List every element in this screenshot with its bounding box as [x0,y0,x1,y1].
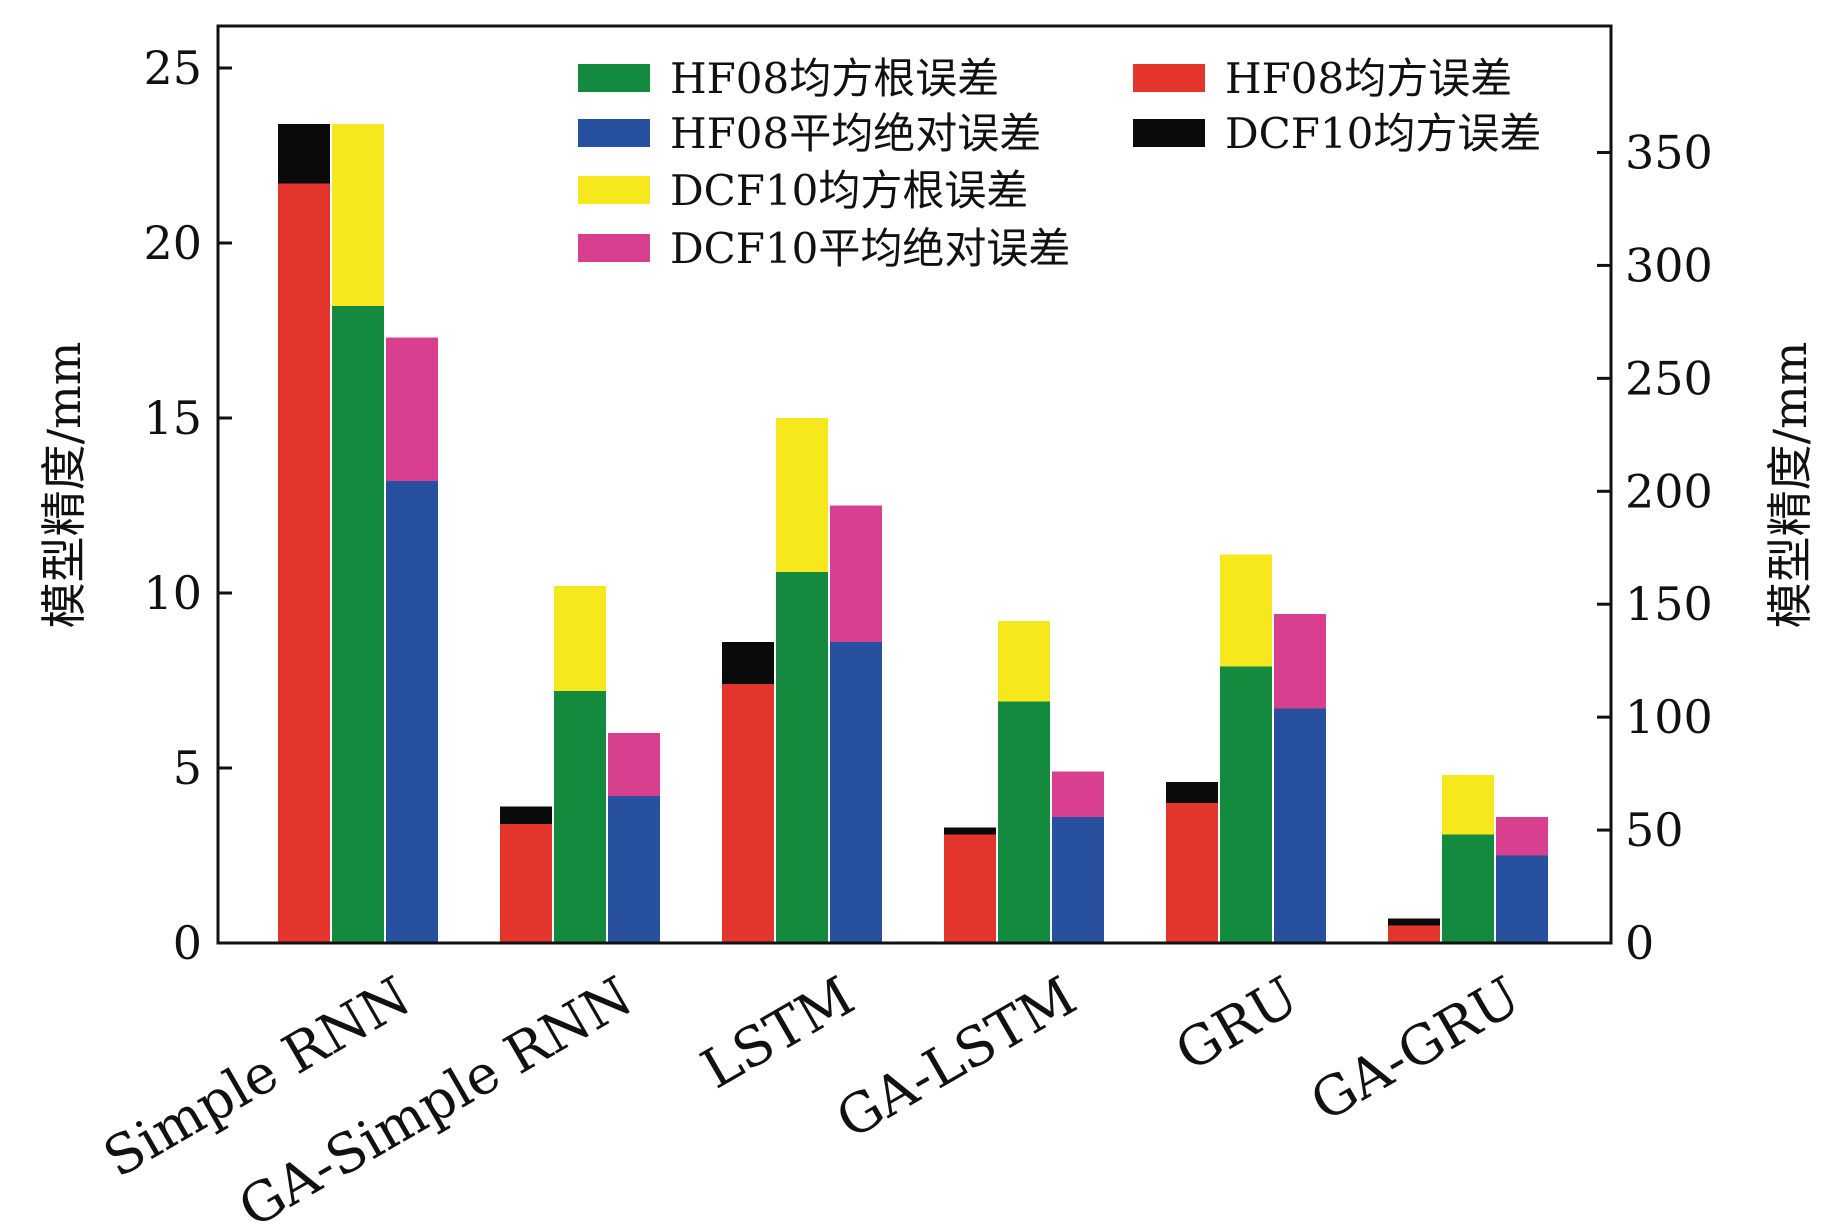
legend-label-5: DCF10平均绝对误差 [670,224,1070,273]
bar-mae-hf08-2 [830,642,882,943]
left-tick-label-3: 15 [143,391,202,445]
bar-rmse-hf08-3 [998,701,1050,943]
bar-mse-dcf10-1 [500,806,552,824]
bar-rmse-hf08-1 [554,691,606,943]
bar-rmse-hf08-4 [1220,666,1272,943]
bar-rmse-dcf10-3 [998,621,1050,702]
right-tick-label-5: 250 [1625,351,1713,405]
legend-swatch-3 [1133,119,1205,147]
bar-mae-hf08-4 [1274,708,1326,943]
right-axis-title: 模型精度/mm [1763,342,1817,629]
bar-mae-hf08-3 [1052,817,1104,943]
legend-swatch-1 [1133,64,1205,92]
left-axis-title: 模型精度/mm [37,342,91,629]
right-tick-label-2: 100 [1625,690,1713,744]
legend-swatch-2 [578,119,650,147]
bar-rmse-dcf10-5 [1442,775,1494,835]
bar-mae-dcf10-1 [608,733,660,796]
bar-mae-dcf10-0 [386,337,438,481]
bar-mse-dcf10-5 [1388,918,1440,926]
bar-mae-hf08-5 [1496,855,1548,943]
plot-frame [216,24,1613,945]
bar-mae-dcf10-4 [1274,614,1326,709]
bar-mae-dcf10-3 [1052,771,1104,817]
right-y-axis: 0 50 100 150 200 250 300 350 [1597,125,1713,970]
legend-swatch-4 [578,176,650,204]
legend-swatch-0 [578,64,650,92]
bar-rmse-dcf10-0 [332,124,384,306]
bar-mse-dcf10-3 [944,827,996,835]
bar-rmse-dcf10-1 [554,586,606,691]
bar-mse-hf08-4 [1166,803,1218,943]
bar-mse-hf08-3 [944,834,996,943]
right-tick-label-6: 300 [1625,238,1713,292]
legend-label-3: DCF10均方误差 [1225,109,1541,158]
legend-label-4: DCF10均方根误差 [670,166,1028,215]
left-y-axis: 0 5 10 15 20 25 [143,41,232,970]
bar-rmse-hf08-5 [1442,834,1494,943]
left-tick-label-1: 5 [173,741,202,795]
legend: HF08均方根误差 HF08均方误差 HF08平均绝对误差 DCF10均方误差 DCF1… [578,54,1541,273]
left-tick-label-2: 10 [143,566,202,620]
bar-mae-hf08-1 [608,796,660,943]
bar-rmse-dcf10-2 [776,418,828,572]
left-tick-label-0: 0 [173,916,202,970]
legend-label-0: HF08均方根误差 [670,54,999,103]
right-tick-label-7: 350 [1625,125,1713,179]
bar-mse-hf08-2 [722,684,774,943]
bar-mse-dcf10-4 [1166,782,1218,803]
bar-mae-hf08-0 [386,481,438,943]
right-tick-label-3: 150 [1625,577,1713,631]
bar-mse-dcf10-2 [722,642,774,684]
bar-mae-dcf10-2 [830,505,882,642]
bar-rmse-hf08-2 [776,572,828,943]
legend-label-2: HF08平均绝对误差 [670,109,1041,158]
bar-mse-hf08-1 [500,824,552,943]
bar-rmse-dcf10-4 [1220,554,1272,667]
left-tick-label-4: 20 [143,216,202,270]
legend-label-1: HF08均方误差 [1225,54,1512,103]
bar-mse-dcf10-0 [278,124,330,184]
bar-mae-dcf10-5 [1496,817,1548,856]
bar-rmse-hf08-0 [332,306,384,943]
bar-mse-hf08-0 [278,183,330,943]
right-tick-label-1: 50 [1625,803,1684,857]
right-tick-label-0: 0 [1625,916,1654,970]
right-tick-label-4: 200 [1625,464,1713,518]
bars-layer [278,124,1548,943]
legend-swatch-5 [578,234,650,262]
left-tick-label-5: 25 [143,41,202,95]
bar-mse-hf08-5 [1388,925,1440,943]
